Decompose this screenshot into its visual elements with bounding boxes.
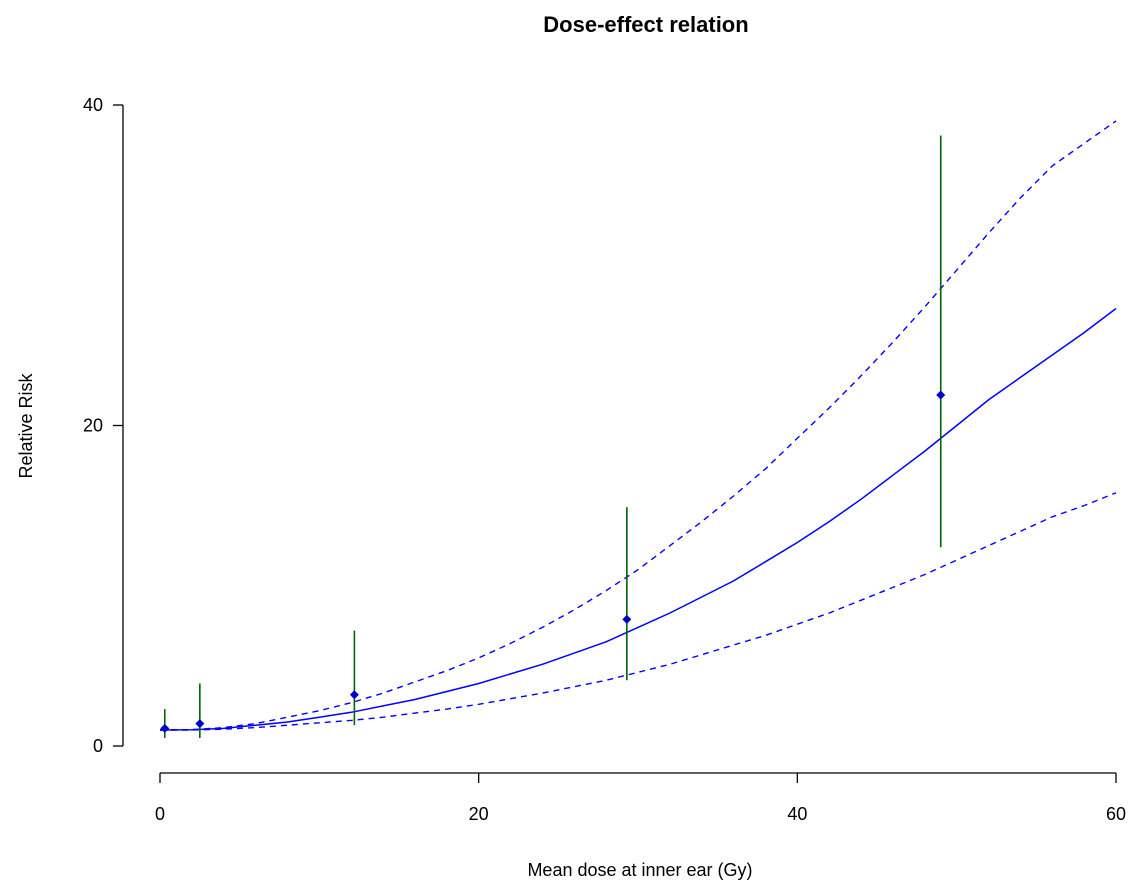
data-point bbox=[622, 614, 632, 624]
y-ticks: 0 20 40 bbox=[83, 95, 123, 756]
data-points bbox=[160, 390, 946, 733]
upper-confidence-line bbox=[159, 120, 1117, 731]
y-axis-label: Relative Risk bbox=[16, 372, 36, 478]
lower-confidence-line bbox=[160, 492, 1117, 731]
fit-estimate-line bbox=[159, 307, 1117, 731]
data-point bbox=[195, 719, 205, 729]
error-bars bbox=[163, 135, 942, 738]
y-tick-label: 0 bbox=[93, 736, 103, 756]
data-point bbox=[160, 723, 170, 733]
x-axis-label: Mean dose at inner ear (Gy) bbox=[527, 860, 752, 880]
x-tick-label: 40 bbox=[787, 804, 807, 824]
fit-lines bbox=[159, 120, 1117, 731]
data-point bbox=[349, 690, 359, 700]
x-tick-label: 0 bbox=[155, 804, 165, 824]
y-tick-label: 40 bbox=[83, 95, 103, 115]
chart-title: Dose-effect relation bbox=[543, 12, 748, 37]
x-ticks: 0 20 40 60 bbox=[155, 773, 1126, 824]
y-tick-label: 20 bbox=[83, 416, 103, 436]
data-point bbox=[936, 390, 946, 400]
x-tick-label: 60 bbox=[1106, 804, 1126, 824]
x-tick-label: 20 bbox=[469, 804, 489, 824]
